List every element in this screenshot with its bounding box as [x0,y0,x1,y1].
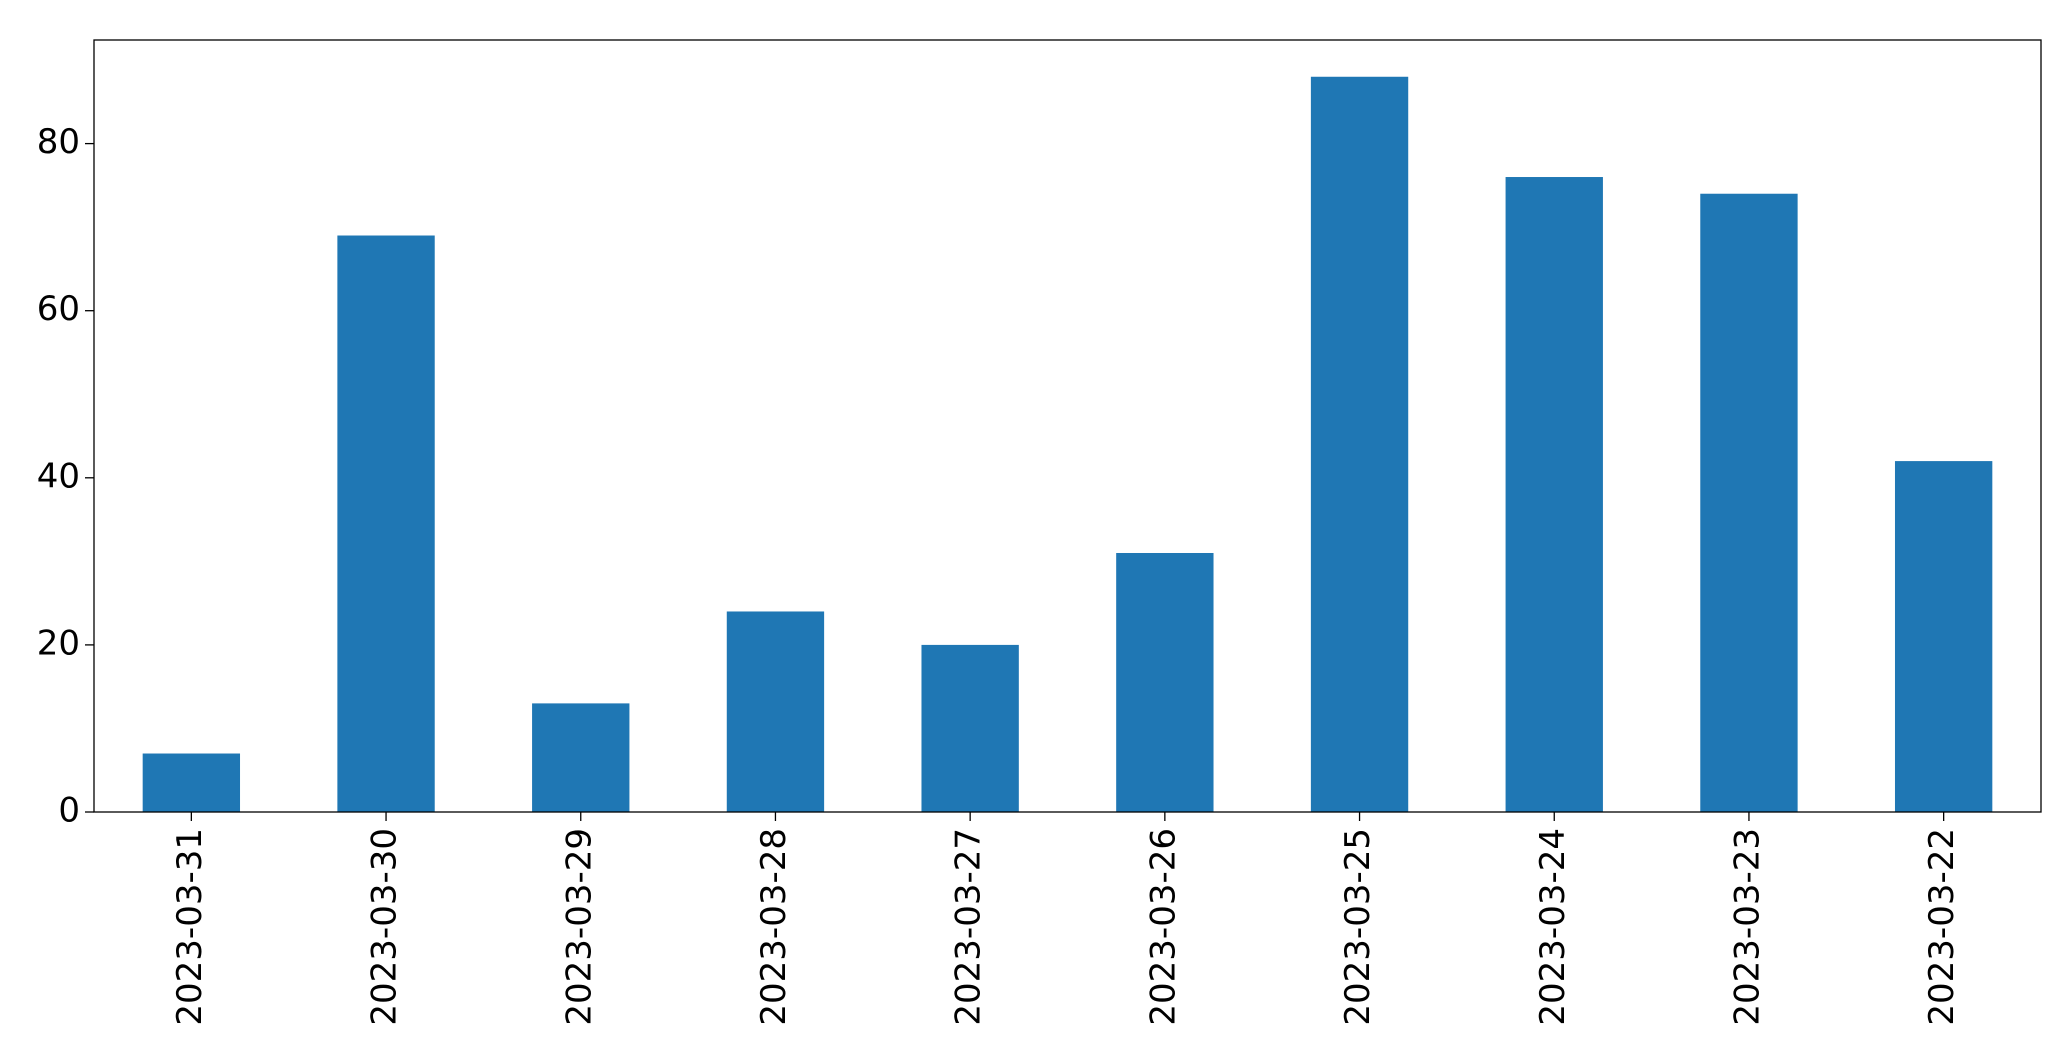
x-tick-label: 2023-03-29 [559,828,599,1026]
bar [1310,76,1409,812]
x-tick-label: 2023-03-24 [1533,828,1573,1026]
x-tick-label: 2023-03-26 [1143,828,1183,1026]
bar [532,703,630,812]
x-tick-label: 2023-03-22 [1922,828,1962,1026]
plot-frame [93,39,2042,813]
x-tick-label: 2023-03-28 [754,828,794,1026]
x-tick-label: 2023-03-31 [170,828,210,1026]
bar [142,753,241,812]
y-tick-label: 40 [37,456,80,496]
bar [1116,552,1214,812]
y-tick-label: 0 [58,791,80,831]
bar [1894,461,1993,812]
x-tick-label: 2023-03-30 [365,828,405,1026]
x-tick-label: 2023-03-25 [1338,828,1378,1026]
x-tick-label: 2023-03-23 [1727,828,1767,1026]
y-tick-label: 60 [37,289,80,329]
bar [1700,193,1798,813]
bar [726,611,825,812]
bar [921,644,1019,812]
bar [337,235,435,813]
bar [1505,177,1603,812]
x-tick-label: 2023-03-27 [949,828,989,1026]
y-tick-label: 20 [37,623,80,663]
y-tick-label: 80 [37,122,80,162]
